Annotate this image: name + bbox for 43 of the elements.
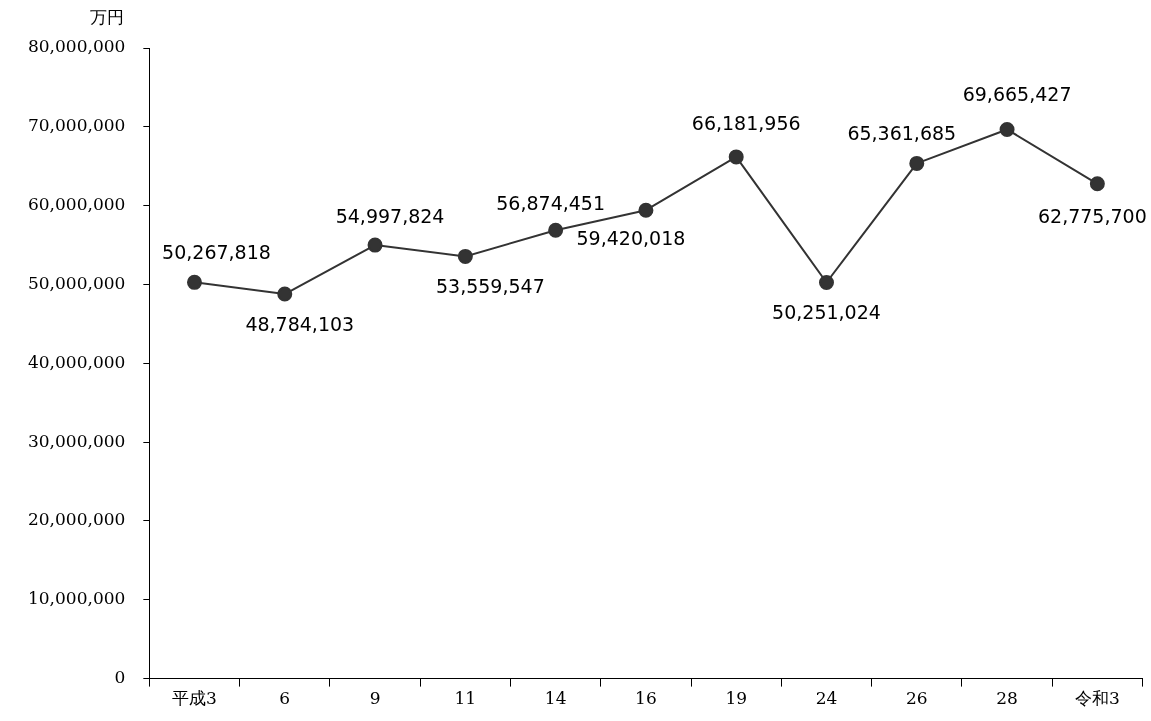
point bbox=[638, 202, 654, 218]
point bbox=[909, 155, 925, 171]
data-label: 48,784,103 bbox=[245, 313, 355, 335]
data-label: 59,420,018 bbox=[576, 227, 686, 250]
point bbox=[728, 149, 744, 165]
data-label: 50,251,024 bbox=[772, 301, 881, 324]
data-label: 65,361,685 bbox=[847, 122, 957, 145]
y-axis-title: 万円 bbox=[90, 6, 124, 29]
x-tick-label: 24 bbox=[815, 688, 838, 709]
point bbox=[1089, 176, 1105, 192]
x-tick-label: 令和3 bbox=[1074, 688, 1120, 709]
x-tick-label: 平成3 bbox=[172, 688, 217, 709]
point bbox=[999, 121, 1015, 137]
point bbox=[457, 248, 473, 264]
y-tick-label: 50,000,000 bbox=[27, 272, 126, 293]
y-tick-label: 10,000,000 bbox=[27, 588, 126, 609]
data-label: 54,997,824 bbox=[335, 205, 445, 228]
x-tick-label: 14 bbox=[544, 688, 567, 709]
x-tick-label: 9 bbox=[369, 688, 381, 709]
x-tick-label: 26 bbox=[905, 688, 928, 709]
data-label: 50,267,818 bbox=[162, 241, 271, 264]
y-tick-label: 60,000,000 bbox=[27, 194, 126, 215]
x-tick-label: 16 bbox=[635, 688, 657, 709]
y-tick-label: 30,000,000 bbox=[27, 430, 126, 451]
point bbox=[818, 275, 834, 290]
y-tick-label: 20,000,000 bbox=[27, 509, 126, 530]
y-tick-label: 70,000,000 bbox=[27, 115, 126, 136]
data-label: 69,665,427 bbox=[962, 83, 1072, 106]
data-label: 62,775,700 bbox=[1037, 204, 1147, 227]
data-label: 66,181,956 bbox=[691, 111, 801, 134]
x-tick-label: 28 bbox=[996, 688, 1018, 709]
y-tick-label: 80,000,000 bbox=[27, 36, 126, 57]
point bbox=[367, 237, 383, 253]
data-label: 56,874,451 bbox=[496, 192, 606, 215]
point bbox=[186, 274, 202, 290]
y-tick-label: 40,000,000 bbox=[27, 351, 126, 372]
y-tick-label: 0 bbox=[114, 667, 126, 688]
point bbox=[277, 286, 293, 302]
point bbox=[548, 222, 564, 238]
x-tick-label: 6 bbox=[279, 688, 291, 709]
x-tick-label: 11 bbox=[454, 688, 477, 709]
x-tick-label: 19 bbox=[725, 688, 748, 709]
data-label: 53,559,547 bbox=[435, 275, 545, 298]
